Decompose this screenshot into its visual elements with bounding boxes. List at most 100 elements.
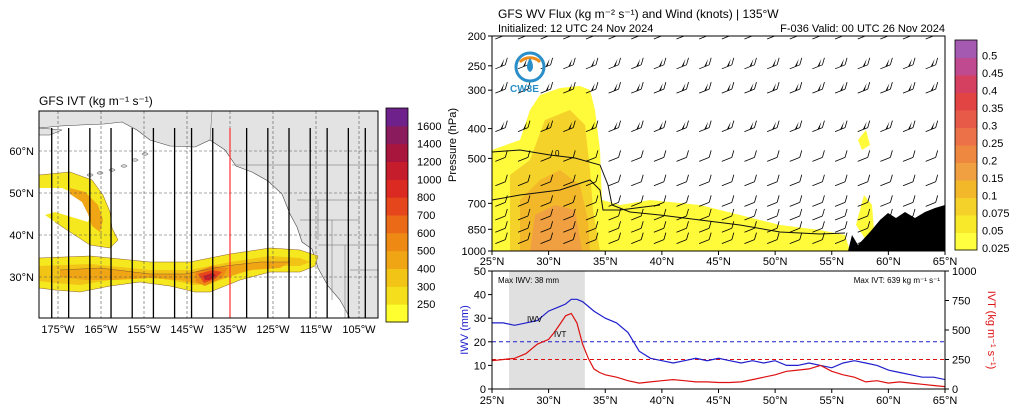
wind-barb-staff — [540, 201, 551, 207]
lat-label-50: 50°N — [9, 188, 34, 200]
wind-barb-staff — [744, 201, 755, 207]
pressure-axis-label: Pressure (hPa) — [447, 108, 459, 182]
wind-barb-flag — [754, 232, 757, 240]
wind-barb — [631, 57, 644, 70]
wind-barb-flag — [799, 57, 803, 65]
wv-colorbar-tick-0.3: 0.3 — [982, 121, 997, 133]
wind-barb-pennant — [749, 121, 754, 130]
wind-barb-flag — [550, 208, 554, 217]
wind-barb — [902, 82, 916, 94]
wind-barb-flag — [595, 120, 599, 128]
wind-barb-flag — [550, 120, 554, 128]
wind-barb-flag — [799, 232, 803, 240]
wind-barb-flag — [595, 57, 599, 65]
wind-barb-flag — [618, 232, 621, 240]
lon-label-105: 105°W — [342, 324, 376, 336]
ivt-contour-lines — [39, 171, 319, 293]
wind-barb-flag — [663, 195, 667, 203]
xsec-lat-tick-2: 35°N — [593, 256, 618, 268]
wind-barb — [744, 208, 757, 221]
wind-barb-flag — [731, 120, 735, 128]
bottom-lat-tick-8: 65°N — [933, 395, 958, 407]
wind-barb — [766, 208, 780, 221]
wind-barb — [721, 174, 735, 187]
wind-barb-flag — [687, 28, 689, 35]
wind-barb-staff — [608, 227, 619, 233]
wind-barb-flag — [731, 208, 735, 217]
wind-barb-flag — [686, 150, 689, 158]
wind-barb — [608, 195, 621, 207]
wind-barb — [766, 150, 780, 162]
wind-barb — [789, 150, 803, 162]
wind-barb — [902, 174, 916, 187]
wind-barb — [676, 57, 689, 70]
series-lines — [492, 298, 945, 388]
iwv-ivt-plot — [491, 270, 946, 390]
ivt-colorbar-swatch-6 — [386, 197, 408, 216]
wind-barb — [721, 120, 735, 132]
wind-barb — [563, 150, 576, 162]
ivt-colorbar-tick-500: 500 — [417, 246, 435, 258]
wind-barb — [721, 221, 735, 233]
ivt-series-line — [492, 312, 945, 388]
wind-barb-flag — [686, 232, 689, 240]
wind-barb-flag — [663, 208, 667, 217]
ivt-colorbar-swatch-0 — [386, 304, 408, 323]
ivt-colorbar-frame — [385, 107, 409, 323]
wind-barb-flag — [935, 57, 939, 65]
wind-barb-flag — [686, 221, 689, 229]
wind-barb-staff — [925, 227, 936, 233]
ivt-colorbar-swatch-7 — [386, 179, 408, 198]
wind-barb — [721, 150, 735, 162]
wind-barb-staff — [699, 215, 710, 221]
wind-barb — [495, 82, 508, 94]
wind-barb-staff — [812, 215, 823, 221]
ivt-colorbar-swatch-3 — [386, 250, 408, 269]
wind-barb-flag — [663, 232, 667, 240]
wind-barb-staff — [721, 157, 732, 162]
cw3e-logo: CW3E — [510, 51, 546, 95]
pressure-tick-400: 400 — [468, 124, 486, 136]
bottom-lat-tick-6: 55°N — [819, 395, 844, 407]
wind-barb — [834, 174, 848, 187]
wind-barb-flag — [935, 150, 939, 158]
wind-barb — [925, 208, 939, 221]
wind-barb-flag — [504, 150, 508, 158]
ivt-colorbar-tick-400: 400 — [417, 264, 435, 276]
xsec-lat-tick-3: 40°N — [650, 256, 675, 268]
wv-flux-colorbar-labels: 0.5 0.45 0.4 0.35 0.3 0.25 0.2 0.15 0.1 0.075 0.05… — [982, 51, 1010, 256]
wind-barb-staff — [563, 239, 574, 244]
wind-barb — [653, 174, 667, 187]
wind-barb — [789, 208, 803, 221]
wind-barb — [653, 120, 667, 132]
wv-colorbar-swatch-9 — [955, 75, 977, 93]
wind-barb — [834, 150, 848, 162]
wind-barb-pennant — [817, 121, 822, 130]
wind-barb-staff — [495, 201, 506, 207]
transect-lines — [51, 128, 366, 318]
ivt-map — [38, 110, 379, 319]
lon-label-135: 135°W — [213, 324, 247, 336]
wind-barb-flag — [527, 195, 531, 203]
wind-barb-flag — [708, 195, 712, 203]
wind-barb — [812, 208, 825, 221]
lon-label-115: 115°W — [300, 324, 333, 336]
wind-barb-staff — [902, 215, 914, 221]
wind-barb-pennant — [726, 83, 731, 92]
wind-barb-flag — [527, 120, 531, 128]
wind-barb-flag — [935, 232, 939, 240]
wind-barb-flag — [504, 57, 508, 65]
wind-barb-pennant — [590, 83, 595, 92]
wind-barb — [608, 232, 621, 244]
bottom-lat-tick-0: 25°N — [480, 395, 505, 407]
wind-barb-flag — [822, 120, 825, 128]
ivt-colorbar-swatch-2 — [386, 268, 408, 287]
wind-barb-pennant — [840, 58, 845, 67]
wind-barb — [812, 195, 825, 207]
wind-barb-flag — [708, 232, 712, 240]
wind-barb-flag — [731, 174, 735, 182]
wind-barb — [676, 195, 689, 207]
wind-barb — [857, 150, 871, 162]
wind-barb-staff — [789, 239, 800, 244]
wind-barb-staff — [585, 227, 597, 233]
